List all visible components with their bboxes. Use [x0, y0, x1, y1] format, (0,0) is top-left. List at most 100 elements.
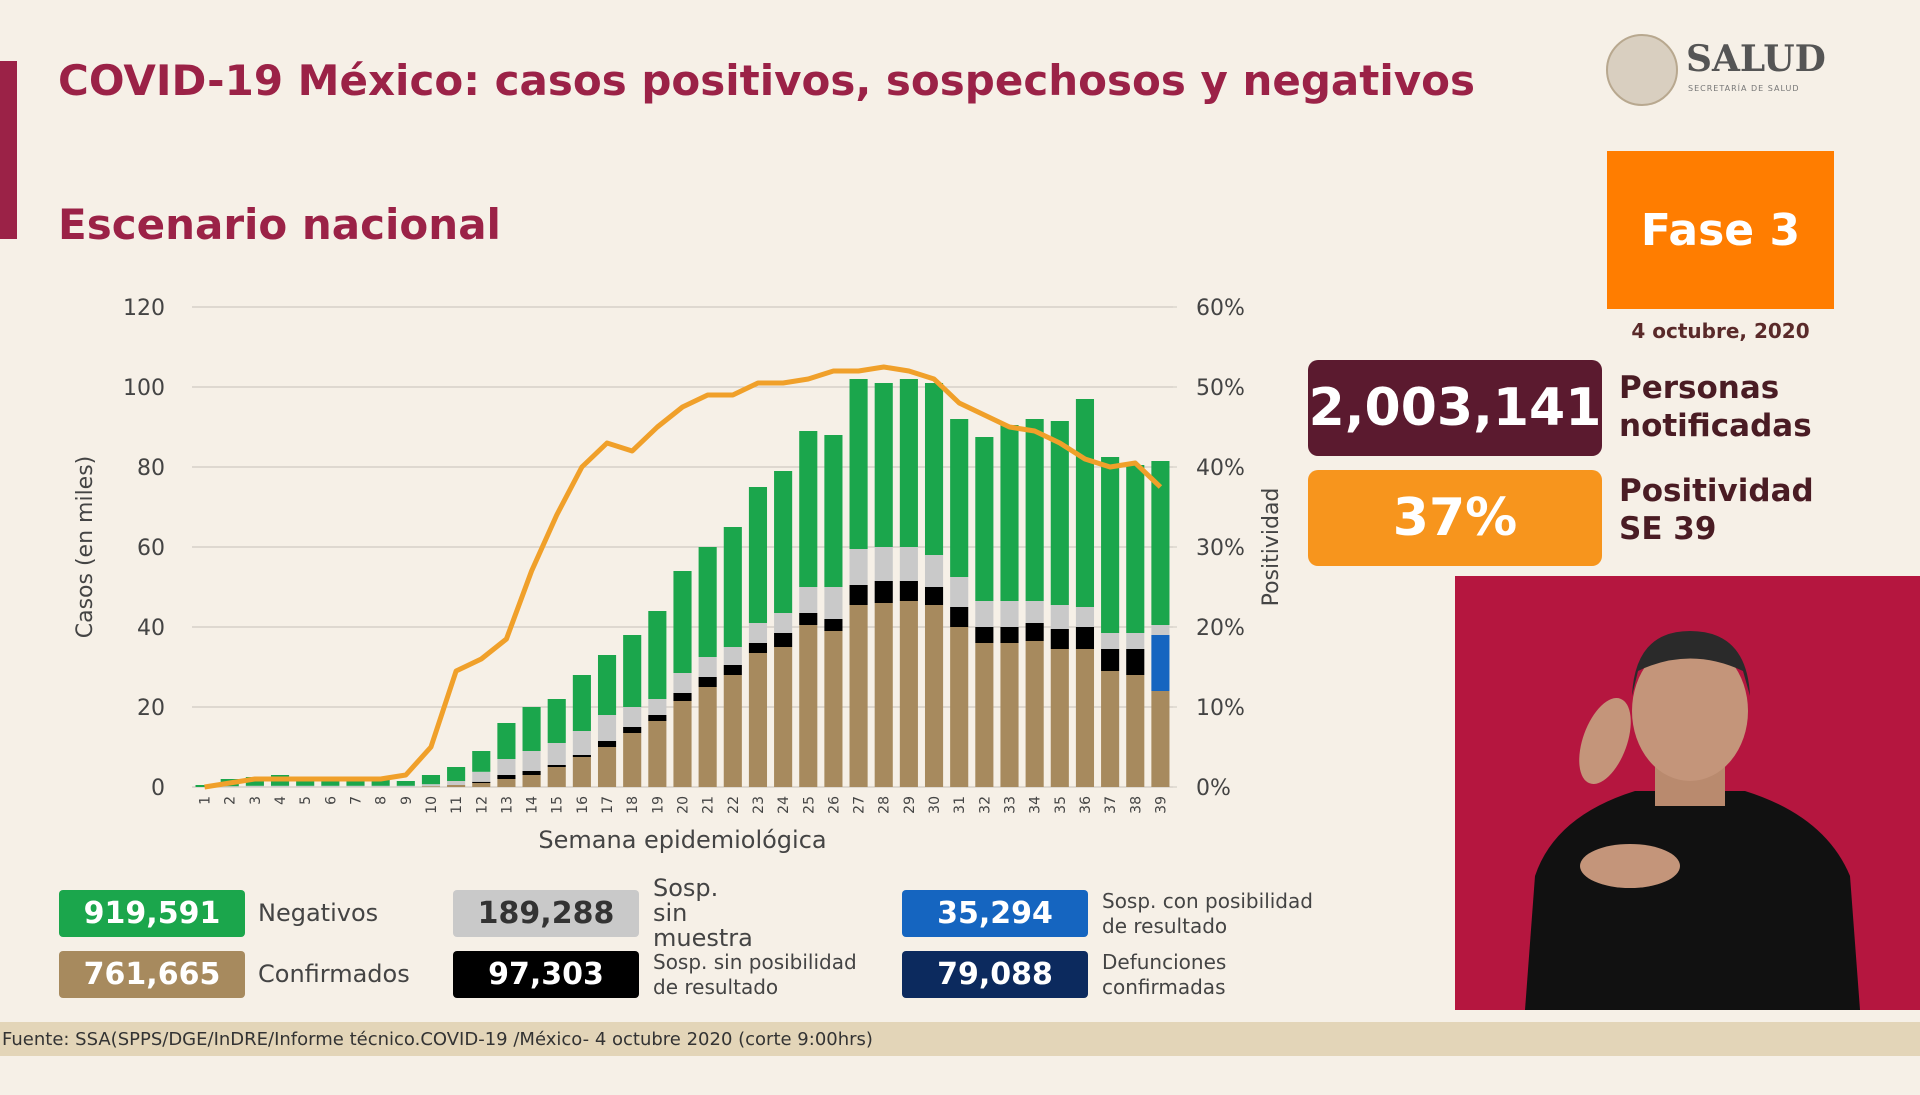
bar-segment	[497, 779, 516, 787]
bar-segment	[1050, 649, 1069, 787]
y-tick-label: 0	[151, 776, 165, 801]
bar-segment	[774, 471, 793, 613]
source: Fuente: SSA(SPPS/DGE/InDRE/Informe técni…	[2, 1029, 873, 1050]
bar-segment	[1101, 671, 1120, 787]
bar-segment	[597, 747, 617, 787]
legend-label: Sosp. sin posibilidad de resultado	[653, 949, 857, 999]
x-tick-label: 35	[1053, 796, 1069, 814]
bar-segment	[497, 723, 516, 759]
bar-segment	[447, 767, 466, 781]
subtitle: Escenario nacional	[58, 200, 501, 249]
bar-segment	[924, 383, 944, 555]
bar-segment	[1075, 649, 1095, 787]
title: COVID-19 México: casos positivos, sospec…	[58, 56, 1475, 105]
bar-segment	[321, 785, 340, 787]
legend-label: Negativos	[258, 899, 379, 927]
bar-segment	[648, 611, 667, 699]
bar-segment	[1000, 627, 1019, 643]
x-tick-label: 37	[1103, 796, 1119, 814]
x-tick-label: 28	[877, 796, 893, 814]
bar-segment	[874, 547, 893, 581]
bar-segment	[497, 775, 516, 779]
bar-segment	[1101, 649, 1120, 671]
x-tick-label: 22	[726, 796, 742, 814]
bar-segment	[296, 785, 315, 787]
bar-segment	[472, 783, 491, 787]
x-tick-label: 12	[474, 796, 490, 814]
logo-text: SALUD	[1686, 38, 1826, 80]
bar-segment	[648, 721, 667, 787]
x-tick-label: 10	[424, 796, 440, 814]
bar-segment	[547, 767, 566, 787]
positivity-value: 37%	[1308, 470, 1602, 566]
bar-segment	[824, 619, 843, 631]
bar-segment	[849, 605, 868, 787]
bar-segment	[1126, 633, 1145, 649]
y2-tick-label: 60%	[1196, 296, 1245, 321]
bar-segment	[472, 771, 491, 782]
bar-segment	[824, 435, 843, 587]
bar-segment	[849, 585, 868, 605]
bar-segment	[698, 547, 717, 657]
bar-segment	[723, 647, 742, 665]
x-tick-label: 29	[902, 796, 918, 814]
y-tick-label: 80	[137, 456, 165, 481]
y-tick-label: 60	[137, 536, 165, 561]
bar-segment	[950, 607, 969, 627]
bar-segment	[799, 587, 818, 613]
bar-segment	[1126, 465, 1145, 633]
bar-segment	[673, 571, 692, 673]
bar-segment	[1151, 625, 1170, 635]
bar-segment	[723, 675, 742, 787]
bar-segment	[799, 625, 818, 787]
x-tick-label: 11	[449, 796, 465, 814]
bar-segment	[447, 781, 466, 785]
bar-segment	[723, 527, 742, 647]
bar-segment	[1050, 629, 1069, 649]
x-tick-label: 15	[550, 796, 566, 814]
bar-segment	[975, 643, 994, 787]
bar-segment	[623, 707, 642, 727]
bar-segment	[1025, 419, 1044, 601]
x-tick-label: 14	[525, 796, 541, 814]
bar-segment	[849, 379, 868, 549]
y-tick-label: 100	[123, 376, 165, 401]
bar-segment	[572, 755, 591, 757]
bar-segment	[698, 687, 717, 787]
bar-segment	[371, 779, 390, 786]
x-tick-label: 21	[701, 796, 717, 814]
bar-segment	[396, 785, 415, 787]
x-tick-label: 34	[1028, 796, 1044, 814]
bar-segment	[824, 587, 843, 619]
x-tick-label: 39	[1153, 796, 1169, 814]
legend-total: 919,591	[59, 890, 245, 937]
bar-segment	[623, 733, 642, 787]
y2-tick-label: 0%	[1196, 776, 1231, 801]
legend-label: Sosp. sin muestra	[653, 874, 753, 952]
bar-segment	[648, 715, 667, 721]
footer-bar	[0, 1022, 1920, 1056]
y-tick-label: 20	[137, 696, 165, 721]
x-tick-label: 17	[600, 796, 616, 814]
bar-segment	[924, 555, 944, 587]
x-tick-label: 27	[852, 796, 868, 814]
bar-segment	[1025, 641, 1044, 787]
bar-segment	[950, 627, 969, 787]
bar-segment	[950, 577, 969, 607]
legend-label: Sosp. con posibilidad de resultado	[1102, 888, 1313, 938]
x-tick-label: 7	[349, 796, 365, 805]
bar-segment	[824, 631, 843, 787]
bar-segment	[1025, 601, 1044, 623]
x-tick-label: 33	[1003, 796, 1019, 814]
bar-segment	[270, 785, 290, 787]
bar-segment	[748, 487, 768, 623]
y-axis-label: Casos (en miles)	[73, 456, 98, 639]
bar-segment	[748, 653, 768, 787]
x-tick-label: 20	[676, 796, 692, 814]
x-tick-label: 25	[801, 796, 817, 814]
chart: 0204060801001200%10%20%30%40%50%60%Casos…	[73, 296, 1284, 854]
bar-segment	[522, 771, 541, 775]
bar-segment	[1000, 601, 1019, 627]
y-tick-label: 40	[137, 616, 165, 641]
